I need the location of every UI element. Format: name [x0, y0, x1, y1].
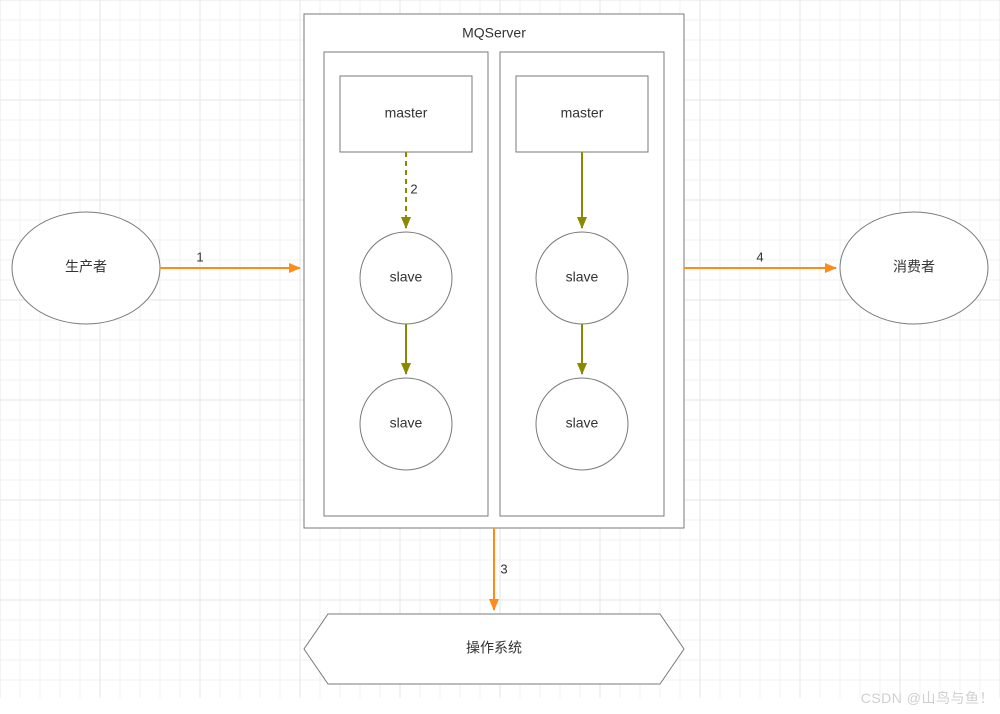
svg-text:master: master: [561, 105, 604, 121]
svg-text:master: master: [385, 105, 428, 121]
svg-text:slave: slave: [390, 415, 423, 431]
svg-text:1: 1: [196, 249, 203, 264]
svg-text:slave: slave: [566, 269, 599, 285]
svg-text:MQServer: MQServer: [462, 25, 526, 41]
svg-text:slave: slave: [566, 415, 599, 431]
svg-text:3: 3: [500, 561, 507, 576]
svg-text:slave: slave: [390, 269, 423, 285]
svg-text:操作系统: 操作系统: [466, 640, 522, 656]
diagram-canvas: MQServer master master slave slave slave slave…: [0, 0, 1000, 714]
svg-text:2: 2: [410, 181, 417, 196]
svg-text:生产者: 生产者: [65, 259, 107, 275]
svg-text:消费者: 消费者: [893, 259, 935, 275]
watermark-text: CSDN @山鸟与鱼！: [861, 688, 994, 708]
svg-text:4: 4: [756, 249, 763, 264]
architecture-diagram: MQServer master master slave slave slave slave…: [0, 0, 1000, 714]
